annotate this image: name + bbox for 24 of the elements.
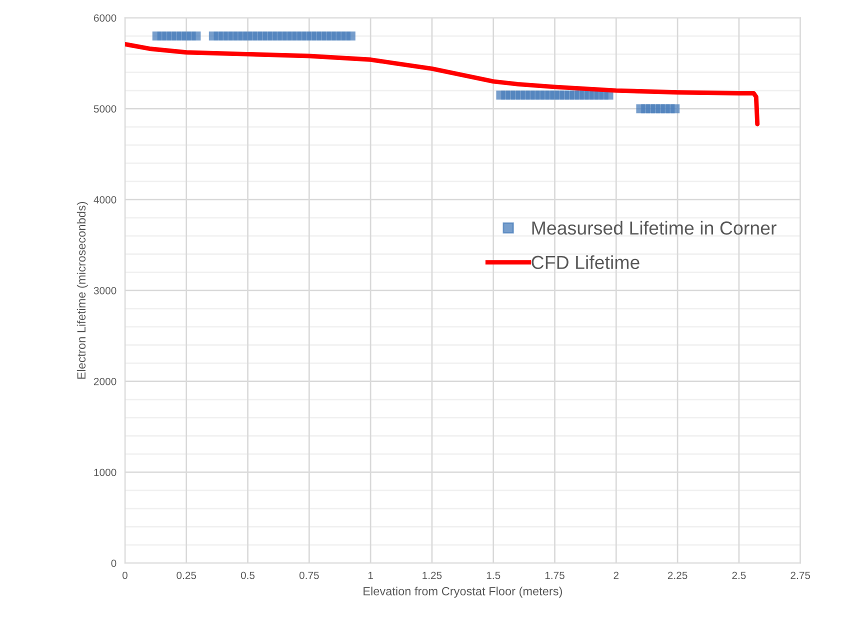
y-tick-label: 6000 bbox=[94, 14, 116, 22]
x-tick-label: 1.5 bbox=[486, 572, 500, 580]
y-tick-label: 0 bbox=[111, 560, 116, 567]
x-tick-label: 0 bbox=[122, 572, 128, 580]
x-tick-label: 2.5 bbox=[732, 572, 746, 580]
x-tick-label: 2.75 bbox=[790, 572, 810, 580]
x-tick-label: 2.25 bbox=[668, 572, 688, 580]
x-tick-label: 2 bbox=[614, 572, 619, 579]
x-tick-label: 0.25 bbox=[176, 572, 196, 580]
y-tick-label: 1000 bbox=[94, 468, 116, 476]
x-tick-label: 0.5 bbox=[240, 572, 255, 580]
x-tick-label: 1 bbox=[368, 572, 373, 579]
x-tick-label: 0.75 bbox=[299, 572, 319, 580]
x-tick-label: 1.25 bbox=[422, 572, 442, 580]
legend-label: CFD Lifetime bbox=[532, 255, 640, 270]
x-tick-label: 1.75 bbox=[545, 572, 564, 580]
x-axis-title: Elevation from Cryostat Floor (meters) bbox=[364, 586, 562, 598]
y-axis-title: Electron Lifetime (microseconbds) bbox=[76, 202, 88, 379]
legend-label: Measursed Lifetime in Corner bbox=[532, 220, 776, 235]
line-series bbox=[124, 42, 760, 126]
y-tick-label: 2000 bbox=[94, 378, 116, 386]
y-tick-label: 4000 bbox=[94, 196, 116, 204]
y-tick-label: 5000 bbox=[94, 105, 116, 113]
y-tick-label: 3000 bbox=[94, 286, 116, 294]
